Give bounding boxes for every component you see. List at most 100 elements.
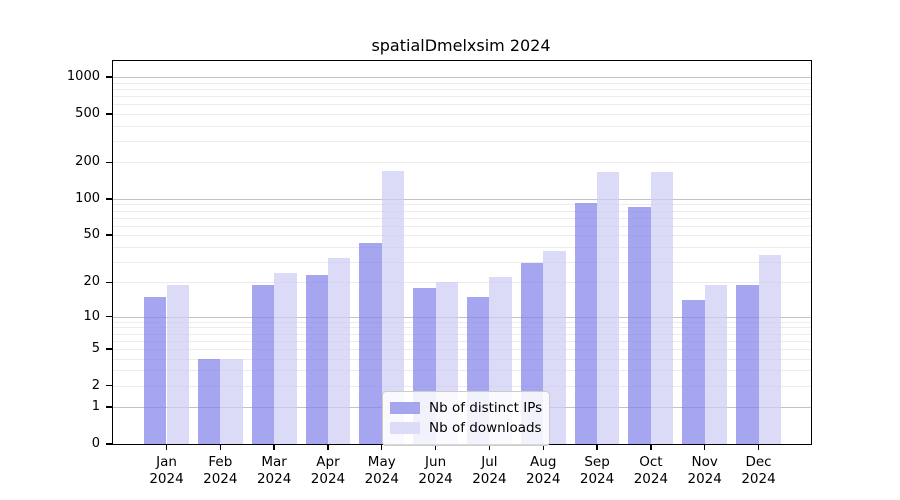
bar-distinct-ips-jan [144, 296, 167, 444]
gridline-major [113, 77, 811, 79]
gridline-minor [113, 385, 811, 387]
bar-distinct-ips-may [359, 243, 382, 444]
gridline-minor [113, 348, 811, 350]
plot-area: Nb of distinct IPs Nb of downloads 0 1 2 5 1… [67, 60, 812, 487]
bar-downloads-apr [327, 258, 351, 444]
bar-downloads-nov [704, 284, 728, 444]
y-tick-mark [106, 76, 112, 78]
gridline-minor [113, 104, 811, 106]
y-tick-label: 2 [91, 377, 100, 393]
gridline-minor [113, 210, 811, 212]
gridline-minor [113, 162, 811, 164]
y-tick-mark [106, 281, 112, 283]
gridline-major [113, 316, 811, 318]
x-tick-mark [434, 444, 437, 450]
x-tick-mark [704, 444, 706, 450]
gridline-major [113, 198, 811, 200]
bar-distinct-ips-dec [736, 284, 759, 444]
gridline-minor [113, 125, 811, 127]
x-tick-mark [757, 444, 760, 450]
x-tick-label: Jan 2024 [149, 454, 184, 487]
gridline-minor [113, 333, 811, 335]
legend-label-distinct-ips: Nb of distinct IPs [429, 400, 543, 416]
y-tick-mark [106, 384, 112, 387]
gridline-minor [113, 358, 811, 360]
y-tick-label: 500 [75, 105, 100, 121]
bar-distinct-ips-mar [251, 284, 275, 444]
y-tick-mark [106, 348, 112, 350]
y-tick-mark [106, 315, 112, 318]
y-tick-label: 5 [91, 340, 100, 356]
legend-label-downloads: Nb of downloads [429, 420, 542, 436]
bar-distinct-ips-feb [197, 358, 221, 444]
bar-distinct-ips-apr [305, 275, 328, 444]
x-tick-label: Jul 2024 [472, 454, 507, 487]
gridline-minor [113, 95, 811, 97]
x-tick-label: Sep 2024 [579, 454, 615, 487]
y-tick-label: 20 [83, 274, 100, 290]
y-tick-label: 10 [83, 308, 100, 324]
gridline-minor [113, 327, 811, 329]
bar-downloads-may [381, 170, 405, 444]
y-tick-mark [106, 198, 112, 200]
x-tick-mark [488, 444, 491, 450]
gridline-minor [113, 113, 811, 115]
bar-downloads-feb [220, 358, 243, 444]
y-tick-label: 1 [91, 399, 100, 415]
bar-downloads-oct [650, 172, 674, 444]
gridline-minor [113, 370, 811, 372]
x-tick-label: May 2024 [364, 454, 399, 487]
legend-item-downloads: Nb of downloads [390, 418, 542, 438]
legend-item-distinct-ips: Nb of distinct IPs [390, 398, 543, 418]
bar-downloads-sep [597, 172, 620, 444]
bar-downloads-jan [166, 284, 189, 444]
bar-distinct-ips-sep [574, 202, 598, 444]
gridline-minor [113, 282, 811, 284]
y-tick-mark [106, 113, 112, 115]
y-tick-mark [106, 443, 112, 445]
gridline-minor [113, 340, 811, 342]
x-tick-label: Dec 2024 [741, 454, 776, 487]
x-tick-label: Mar 2024 [256, 454, 292, 487]
gridline-minor [113, 82, 811, 84]
bar-downloads-dec [758, 255, 781, 444]
x-tick-label: Jun 2024 [418, 454, 453, 487]
y-tick-label: 1000 [66, 69, 100, 85]
gridline-minor [113, 225, 811, 227]
legend-swatch-downloads [390, 422, 420, 434]
y-tick-label: 200 [75, 154, 100, 170]
bar-distinct-ips-oct [628, 207, 651, 444]
x-tick-label: Nov 2024 [687, 454, 722, 487]
x-tick-mark [273, 444, 275, 450]
x-tick-label: Feb 2024 [203, 454, 238, 487]
legend-swatch-distinct-ips [390, 402, 420, 414]
x-tick-label: Oct 2024 [633, 454, 669, 487]
bar-distinct-ips-nov [682, 300, 705, 444]
y-tick-label: 0 [91, 436, 100, 451]
gridline-minor [113, 88, 811, 90]
bar-downloads-mar [274, 273, 297, 444]
x-tick-label: Apr 2024 [310, 454, 346, 487]
gridline-minor [113, 140, 811, 142]
x-tick-mark [381, 444, 383, 450]
gridline-minor [113, 235, 811, 237]
gridline-minor [113, 246, 811, 248]
x-tick-mark [596, 444, 598, 450]
x-tick-mark [650, 444, 652, 450]
x-tick-label: Aug 2024 [526, 454, 561, 487]
gridline-minor [113, 321, 811, 323]
gridline-minor [113, 261, 811, 263]
y-tick-label: 100 [75, 190, 100, 206]
y-tick-mark [106, 406, 112, 408]
gridline-minor [113, 204, 811, 206]
gridline-minor [113, 217, 811, 219]
y-tick-mark [106, 234, 112, 236]
y-tick-mark [106, 161, 112, 163]
y-tick-label: 50 [83, 227, 100, 243]
chart-title: spatialDmelxsim 2024 [371, 36, 551, 55]
x-tick-mark [165, 444, 168, 450]
legend: Nb of distinct IPs Nb of downloads [382, 391, 550, 446]
x-tick-mark [542, 444, 544, 450]
x-tick-mark [327, 444, 329, 450]
